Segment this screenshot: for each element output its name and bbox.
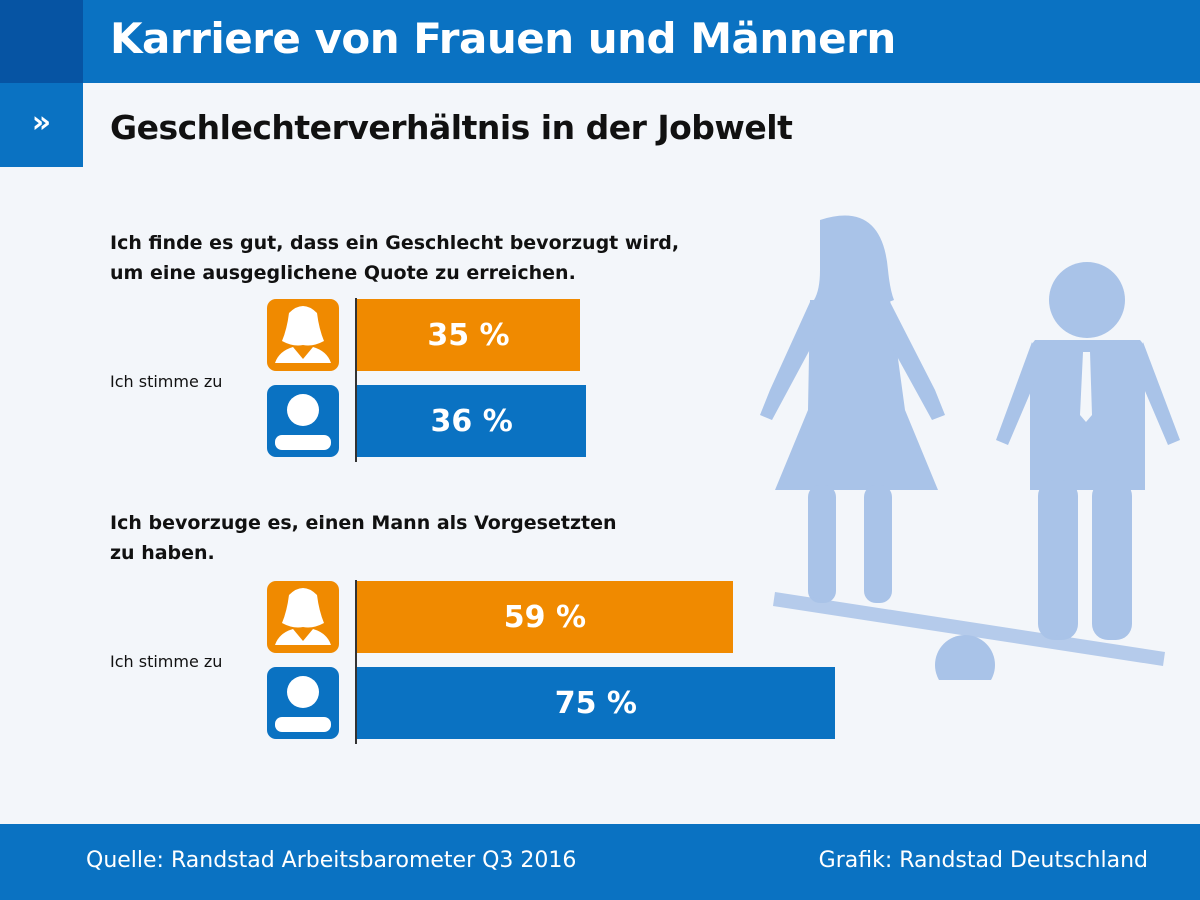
man-icon (267, 385, 339, 457)
bar-women-q1: 35 % (357, 299, 580, 371)
page-title: Karriere von Frauen und Männern (110, 14, 896, 63)
source-text: Quelle: Randstad Arbeitsbarometer Q3 201… (86, 848, 577, 873)
question-1-line2: um eine ausgeglichene Quote zu erreichen… (110, 262, 576, 284)
bar-label: 36 % (430, 403, 513, 439)
man-icon (267, 667, 339, 739)
woman-man-seesaw-illustration (760, 215, 1180, 680)
header-corner (0, 0, 83, 83)
bar-label: 59 % (503, 599, 587, 635)
question-1-line1: Ich finde es gut, dass ein Geschlecht be… (110, 232, 680, 254)
tie-icon (1080, 352, 1092, 422)
seesaw-beam (773, 592, 1165, 666)
category-label-1: Ich stimme zu (110, 372, 223, 391)
chevron-double-right-icon: » (0, 83, 83, 167)
axis-line-1 (355, 298, 357, 462)
question-2-line2: zu haben. (110, 542, 215, 564)
header-bar: Karriere von Frauen und Männern (0, 0, 1200, 83)
man-silhouette (996, 262, 1180, 640)
woman-icon (267, 581, 339, 653)
bar-men-q2: 75 % (357, 667, 835, 739)
bar-men-q1: 36 % (357, 385, 587, 457)
bar-label: 35 % (427, 317, 510, 353)
woman-icon (267, 299, 339, 371)
seesaw-pivot (935, 635, 995, 680)
page-subtitle: Geschlechterverhältnis in der Jobwelt (110, 108, 793, 147)
category-label-2: Ich stimme zu (110, 652, 223, 671)
bar-label: 75 % (554, 685, 637, 721)
bar-women-q2: 59 % (357, 581, 733, 653)
question-2: Ich bevorzuge es, einen Mann als Vorgese… (110, 508, 617, 568)
credit-text: Grafik: Randstad Deutschland (818, 848, 1148, 873)
question-2-line1: Ich bevorzuge es, einen Mann als Vorgese… (110, 512, 617, 534)
question-1: Ich finde es gut, dass ein Geschlecht be… (110, 228, 679, 288)
footer-bar: Quelle: Randstad Arbeitsbarometer Q3 201… (0, 824, 1200, 900)
woman-silhouette (760, 215, 945, 603)
axis-line-2 (355, 580, 357, 744)
